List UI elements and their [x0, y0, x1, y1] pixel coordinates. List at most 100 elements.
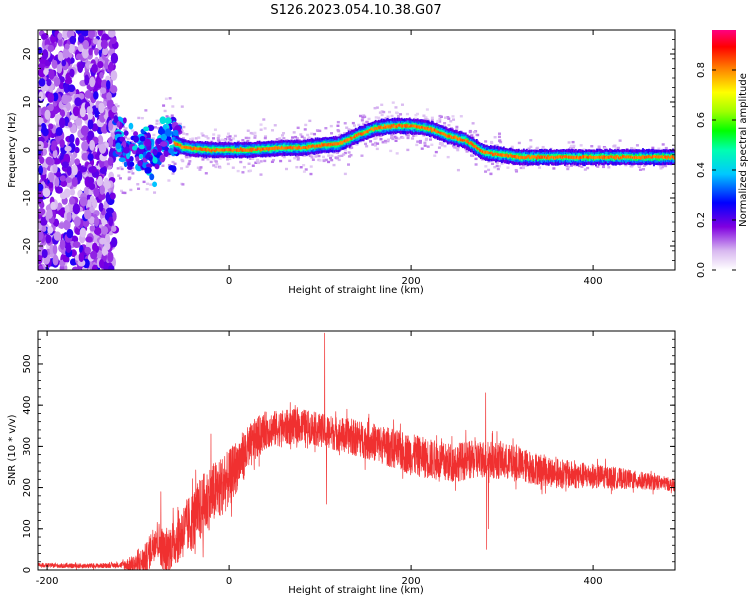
halo-cell: [337, 158, 341, 162]
halo-cell: [228, 135, 232, 138]
halo-cell: [295, 165, 299, 169]
ridge-cell: [467, 142, 470, 145]
halo-cell: [369, 140, 373, 143]
noise-cell: [67, 121, 73, 128]
ridge-cell: [642, 155, 644, 159]
halo-cell: [642, 164, 646, 168]
ridge-cell: [457, 137, 460, 141]
ridge-cell: [589, 154, 591, 158]
noise-cell: [53, 231, 62, 241]
halo-cell: [299, 133, 303, 136]
ridge-cell: [592, 155, 594, 158]
ridge-cell: [672, 155, 674, 159]
halo-cell: [217, 139, 221, 142]
ridge-cell: [575, 156, 577, 160]
ridge-cell: [334, 142, 337, 149]
ridge-cell: [491, 153, 494, 157]
ridge-cell: [358, 133, 361, 136]
ridge-cell: [233, 148, 236, 151]
ridge-cell: [260, 148, 263, 152]
ridge-cell: [608, 156, 610, 159]
noise-cell: [86, 199, 92, 208]
ridge-cell: [448, 134, 451, 138]
halo-cell: [226, 132, 230, 135]
ridge-cell: [593, 155, 595, 159]
halo-cell: [247, 162, 251, 165]
halo-cell: [614, 147, 618, 150]
noise-cell: [81, 30, 90, 37]
halo-cell: [336, 129, 340, 132]
noise-cell: [38, 78, 46, 87]
transition-cell: [145, 163, 153, 168]
halo-cell: [456, 148, 460, 152]
halo-cell: [151, 137, 155, 140]
transition-cell: [127, 165, 133, 170]
halo-cell: [455, 128, 459, 131]
ridge-cell: [611, 155, 613, 159]
halo-cell: [215, 162, 219, 166]
halo-cell: [446, 155, 450, 159]
ridge-cell: [258, 147, 261, 151]
ridge-cell: [536, 155, 539, 162]
halo-cell: [358, 114, 362, 118]
ridge-cell: [240, 148, 243, 152]
noise-cell: [103, 180, 111, 190]
ridge-cell: [440, 132, 443, 135]
halo-cell: [597, 145, 601, 148]
ridge-cell: [504, 153, 507, 157]
noise-cell: [88, 166, 96, 174]
ridge-cell: [667, 155, 669, 159]
halo-cell: [199, 166, 203, 169]
halo-cell: [129, 188, 133, 192]
halo-cell: [329, 124, 333, 128]
transition-cell: [168, 147, 174, 154]
ridge-cell: [319, 144, 322, 148]
halo-cell: [426, 145, 430, 148]
halo-cell: [317, 154, 321, 158]
ridge-cell: [294, 146, 297, 150]
halo-cell: [253, 134, 257, 138]
halo-cell: [169, 137, 173, 140]
halo-cell: [375, 147, 379, 151]
ridge-cell: [617, 155, 619, 159]
halo-cell: [498, 139, 502, 143]
noise-cell: [70, 154, 75, 165]
snr-x-tick-label: 400: [584, 576, 603, 587]
ridge-cell: [314, 144, 317, 147]
ridge-cell: [537, 155, 540, 159]
ridge-cell: [330, 142, 333, 146]
ridge-cell: [499, 153, 502, 157]
noise-cell: [100, 87, 107, 94]
noise-cell: [77, 34, 85, 43]
ridge-cell: [519, 155, 522, 159]
ridge-cell: [654, 154, 656, 158]
halo-cell: [114, 103, 118, 106]
halo-cell: [416, 112, 420, 116]
ridge-cell: [371, 128, 374, 131]
halo-cell: [380, 113, 384, 117]
ridge-cell: [346, 138, 349, 142]
ridge-cell: [290, 146, 293, 150]
halo-cell: [443, 122, 447, 125]
ridge-cell: [508, 154, 511, 158]
spectrogram-x-tick-label: 0: [226, 276, 232, 287]
transition-cell: [164, 117, 172, 125]
transition-cell: [159, 116, 167, 125]
noise-cell: [100, 79, 108, 90]
ridge-cell: [262, 147, 265, 151]
ridge-cell: [388, 124, 391, 127]
ridge-cell: [669, 156, 671, 160]
halo-cell: [452, 144, 456, 148]
ridge-cell: [488, 151, 491, 154]
ridge-cell: [281, 146, 284, 150]
ridge-cell: [623, 155, 625, 159]
noise-cell: [74, 97, 82, 107]
ridge-cell: [340, 141, 343, 145]
halo-cell: [185, 165, 189, 168]
ridge-cell: [523, 156, 526, 160]
halo-cell: [438, 118, 442, 121]
noise-cell: [92, 38, 99, 45]
halo-cell: [270, 160, 274, 164]
ridge-cell: [583, 155, 585, 159]
